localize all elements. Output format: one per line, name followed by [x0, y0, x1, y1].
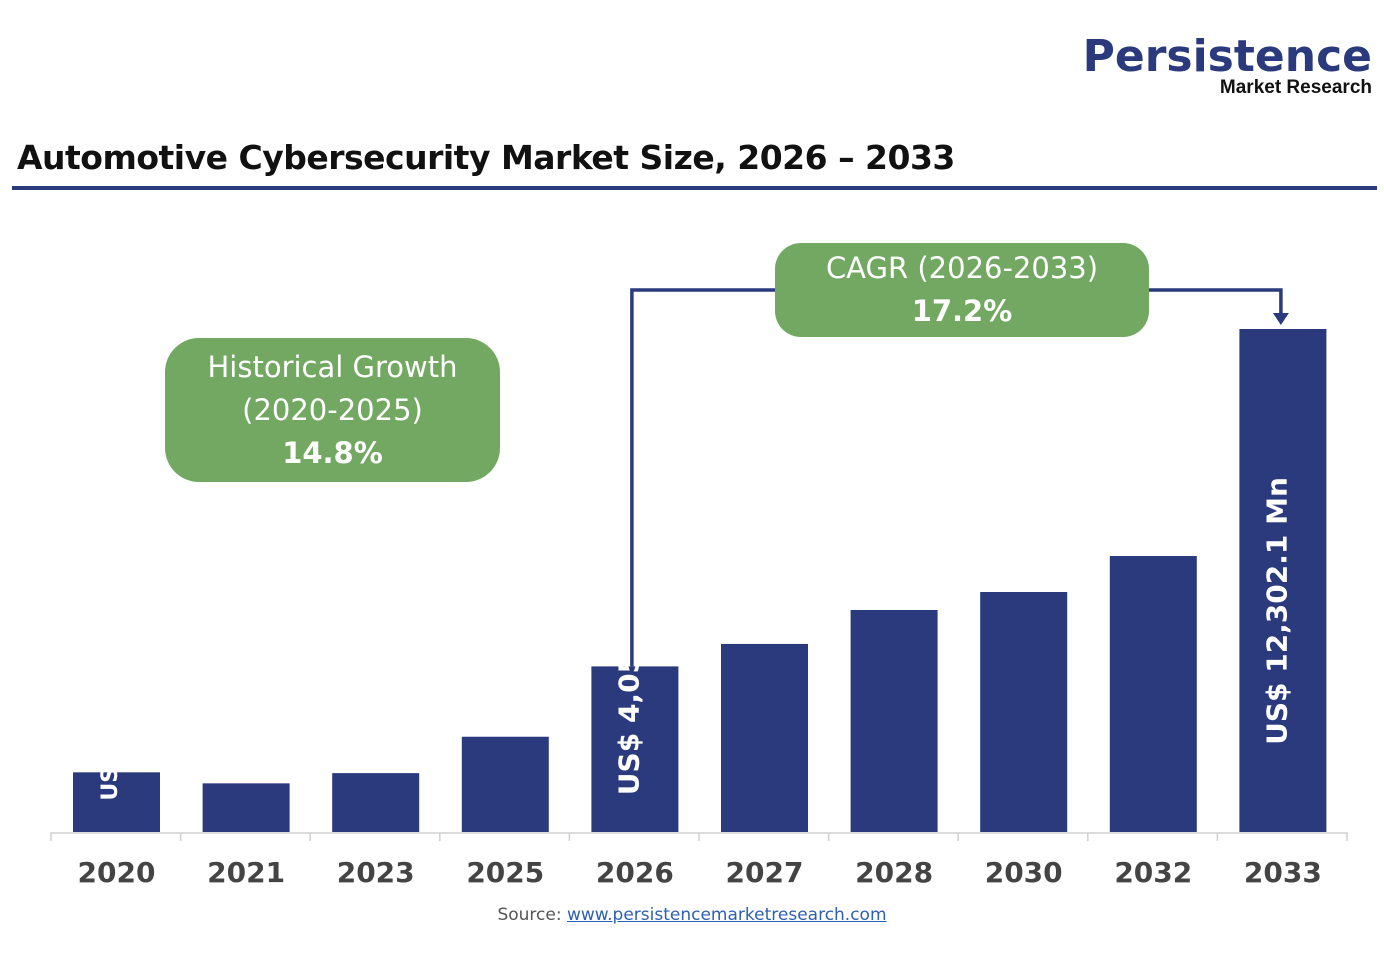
x-tick-label-2032: 2032 [1114, 856, 1192, 889]
data-label-2026: US$ 4,050.3 Mn [612, 547, 645, 795]
logo-wordmark: Persistence [1082, 31, 1372, 82]
bar-2032 [1109, 556, 1197, 832]
x-tick-label-2021: 2021 [207, 856, 285, 889]
x-tick-label-2026: 2026 [596, 856, 674, 889]
bar-2026 [591, 666, 679, 832]
bar-2030 [980, 591, 1068, 832]
x-tick-label-2028: 2028 [855, 856, 933, 889]
bar-2021 [202, 783, 290, 832]
cagr-label: CAGR (2026-2033) [825, 251, 1099, 285]
historical-growth-period: (2020-2025) [242, 393, 423, 427]
source-label: Source: [497, 905, 562, 925]
data-label-2033: US$ 12,302.1 Mn [1260, 477, 1293, 745]
source-note: Source: www.persistencemarketresearch.co… [0, 905, 1384, 925]
bar-2033 [1239, 329, 1327, 832]
x-tick-label-2033: 2033 [1244, 856, 1322, 889]
historical-growth-value: 14.8% [282, 436, 383, 470]
cagr-arrowhead [1272, 313, 1289, 325]
x-tick-label-2030: 2030 [985, 856, 1063, 889]
x-tick-label-2025: 2025 [466, 856, 544, 889]
company-logo: Persistence Market Research [1060, 30, 1372, 98]
historical-growth-callout: Historical Growth (2020-2025) 14.8% [165, 338, 500, 482]
x-tick-label-2027: 2027 [726, 856, 804, 889]
source-link[interactable]: www.persistencemarketresearch.com [567, 905, 887, 925]
x-tick-label-2020: 2020 [78, 856, 156, 889]
bar-2023 [332, 773, 420, 832]
historical-growth-label: Historical Growth [207, 350, 458, 384]
bar-2025 [461, 736, 549, 832]
x-tick-label-2023: 2023 [337, 856, 415, 889]
bar-2028 [850, 609, 938, 832]
chart-title: Automotive Cybersecurity Market Size, 20… [17, 138, 955, 177]
data-label-2020: US$ 1,459.7 Mn [98, 605, 123, 800]
title-underline [12, 186, 1377, 190]
bar-chart: 2020 2021 2023 2025 2026 2027 2028 2030 2032 2033… [50, 288, 1348, 889]
cagr-value: 17.2% [911, 294, 1013, 328]
bar-2020 [73, 772, 160, 832]
logo-tagline: Market Research [1219, 77, 1372, 98]
bar-2027 [721, 643, 808, 832]
cagr-callout: CAGR (2026-2033) 17.2% [775, 243, 1149, 337]
